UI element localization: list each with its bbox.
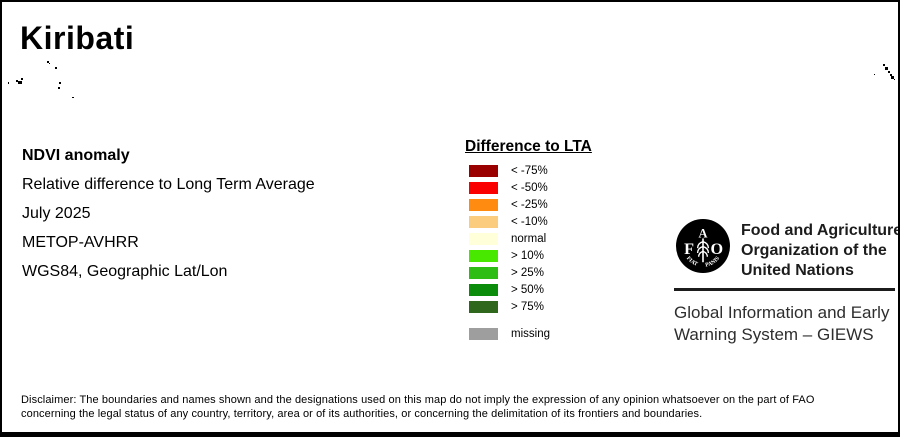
island-dot (58, 87, 60, 89)
giews-name: Global Information and Early Warning Sys… (674, 302, 889, 346)
disclaimer: Disclaimer: The boundaries and names sho… (21, 393, 886, 421)
legend-swatch (469, 198, 498, 211)
island-dot (891, 76, 894, 79)
fao-letter-o: O (711, 240, 724, 258)
legend-row: > 75% (465, 298, 635, 315)
legend-swatch (469, 283, 498, 296)
island-dot (883, 64, 885, 66)
divider-line (674, 288, 895, 291)
island-dot (72, 97, 74, 98)
legend-swatch (469, 249, 498, 262)
legend-swatch (469, 327, 498, 340)
map-info-block: NDVI anomaly Relative difference to Long… (22, 141, 315, 286)
legend-label: < -10% (511, 215, 548, 228)
info-line-product: Relative difference to Long Term Average (22, 176, 315, 193)
island-dot (890, 74, 892, 76)
legend-label: missing (511, 327, 550, 340)
island-dot (49, 63, 50, 64)
island-dot (47, 61, 49, 63)
legend-row: < -50% (465, 179, 635, 196)
island-dot (21, 78, 23, 80)
legend-row: > 10% (465, 247, 635, 264)
fao-logo-icon: F A O FIAT PANIS (676, 219, 730, 273)
legend-row: missing (465, 325, 635, 342)
fao-letter-f: F (684, 240, 694, 258)
info-line-sensor: METOP-AVHRR (22, 234, 139, 251)
fao-org-line: United Nations (741, 262, 854, 279)
legend-swatch (469, 215, 498, 228)
legend-row: < -10% (465, 213, 635, 230)
island-dot (18, 81, 22, 84)
info-line-date: July 2025 (22, 205, 91, 222)
legend-row: < -25% (465, 196, 635, 213)
legend-label: < -25% (511, 198, 548, 211)
legend-row: > 50% (465, 281, 635, 298)
island-dot (8, 82, 9, 84)
fao-org-name: Food and Agriculture Organization of the… (741, 221, 900, 281)
legend-label: < -50% (511, 181, 548, 194)
island-dot (59, 82, 61, 84)
island-dot (888, 71, 890, 73)
legend-swatch (469, 232, 498, 245)
disclaimer-line: concerning the legal status of any count… (21, 408, 703, 420)
legend-label: normal (511, 232, 547, 245)
fao-letter-a: A (699, 226, 708, 240)
info-line-projection: WGS84, Geographic Lat/Lon (22, 263, 228, 280)
giews-line: Global Information and Early (674, 303, 890, 322)
map-layer (2, 2, 898, 432)
island-dot (885, 67, 888, 70)
island-dot (55, 67, 57, 69)
legend-label: > 50% (511, 283, 544, 296)
giews-line: Warning System – GIEWS (674, 325, 874, 344)
legend-swatch (469, 266, 498, 279)
legend-swatch (469, 164, 498, 177)
legend-items: < -75% < -50% < -25% < -10% normal > 10% > 25%… (465, 162, 635, 342)
legend-label: > 10% (511, 249, 544, 262)
island-dot (894, 79, 895, 80)
island-dot (874, 74, 875, 75)
fao-org-line: Organization of the (741, 242, 887, 259)
legend-label: > 25% (511, 266, 544, 279)
legend-swatch (469, 300, 498, 313)
fao-org-line: Food and Agriculture (741, 222, 900, 239)
legend: Difference to LTA < -75% < -50% < -25% < -1… (465, 138, 635, 342)
legend-row: < -75% (465, 162, 635, 179)
legend-row: normal (465, 230, 635, 247)
legend-label: < -75% (511, 164, 548, 177)
disclaimer-line: Disclaimer: The boundaries and names sho… (21, 394, 815, 406)
legend-row: > 25% (465, 264, 635, 281)
legend-label: > 75% (511, 300, 544, 313)
island-dot (16, 80, 18, 82)
page-title: Kiribati (20, 20, 135, 56)
info-heading: NDVI anomaly (22, 147, 130, 164)
legend-title: Difference to LTA (465, 138, 592, 155)
wheat-grains-icon (696, 241, 710, 257)
legend-swatch (469, 181, 498, 194)
